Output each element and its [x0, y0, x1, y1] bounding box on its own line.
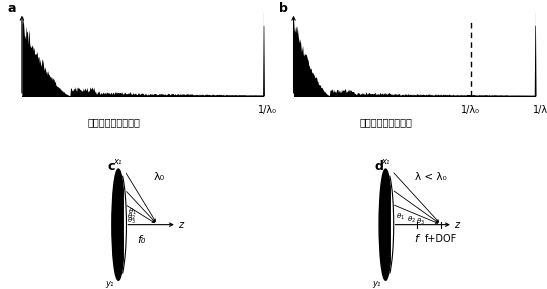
Text: f: f [415, 234, 418, 244]
Text: b: b [279, 1, 288, 14]
Text: λ < λ₀: λ < λ₀ [415, 172, 446, 182]
Text: f+DOF: f+DOF [425, 234, 457, 244]
Text: 1/λ₀: 1/λ₀ [461, 105, 480, 115]
Text: y₁: y₁ [373, 279, 381, 288]
Text: $\theta_1$: $\theta_1$ [395, 211, 405, 222]
Text: 压缩前的归一化频道: 压缩前的归一化频道 [88, 117, 141, 127]
Text: $\theta_3$: $\theta_3$ [127, 216, 136, 226]
Ellipse shape [379, 169, 392, 280]
Text: y₁: y₁ [106, 279, 114, 288]
Text: c: c [107, 160, 114, 173]
Text: f₀: f₀ [137, 235, 146, 245]
Text: x₁: x₁ [381, 157, 389, 166]
Ellipse shape [112, 169, 125, 280]
Text: $\theta_2$: $\theta_2$ [408, 215, 416, 225]
Text: x₁: x₁ [113, 157, 122, 166]
Text: 1/λ₀: 1/λ₀ [258, 105, 277, 115]
Text: $\theta_1$: $\theta_1$ [129, 207, 137, 217]
Text: $\theta_2$: $\theta_2$ [127, 212, 136, 222]
Text: $\theta_3$: $\theta_3$ [416, 217, 425, 227]
Text: d: d [374, 160, 383, 173]
Text: λ₀: λ₀ [153, 172, 165, 182]
Text: 1/λ: 1/λ [533, 105, 547, 115]
Text: 压缩后的归一化频道: 压缩后的归一化频道 [359, 117, 412, 127]
Text: z: z [178, 220, 183, 230]
Text: z: z [454, 220, 459, 230]
Text: a: a [7, 1, 16, 14]
